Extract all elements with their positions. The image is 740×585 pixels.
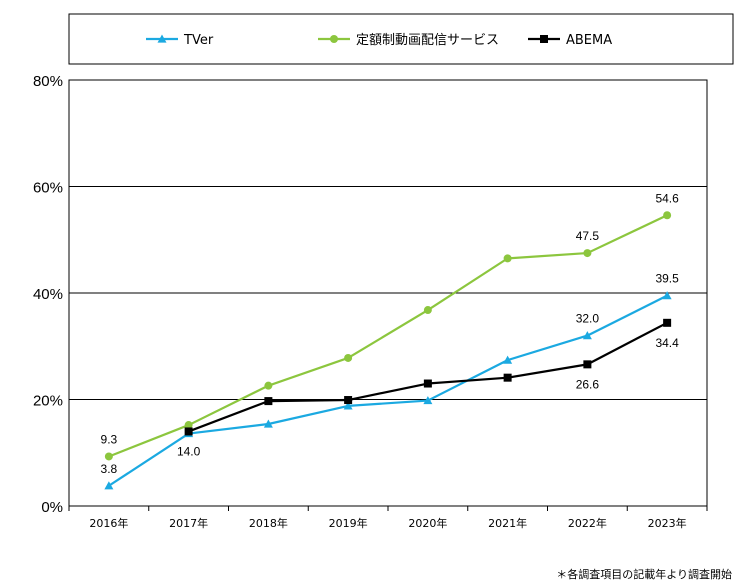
series-line-triangle [108, 294, 668, 487]
data-point-circle [104, 452, 113, 461]
y-tick-label: 20% [33, 393, 63, 410]
data-point-circle [264, 381, 273, 390]
data-point-triangle [343, 401, 353, 410]
legend-marker-triangle [157, 34, 167, 43]
data-point-triangle [503, 355, 513, 364]
data-label: 32.0 [576, 312, 600, 326]
legend-box [68, 13, 734, 65]
data-label: 14.0 [177, 444, 201, 458]
y-axis: 0% 20% 40% 60% 80% [33, 73, 63, 516]
legend-marker-square [540, 35, 548, 43]
x-tick-label: 2023年 [648, 516, 687, 530]
y-tick-label: 40% [33, 286, 63, 303]
x-tick-label: 2017年 [169, 516, 208, 530]
data-label: 54.6 [655, 191, 679, 205]
legend-marker-circle [330, 35, 338, 43]
data-label: 34.4 [655, 336, 679, 350]
data-label: 9.3 [101, 432, 118, 446]
x-tick-label: 2018年 [249, 516, 288, 530]
data-point-square [344, 396, 353, 405]
x-tick-label: 2022年 [568, 516, 607, 530]
data-label: 39.5 [655, 272, 679, 286]
data-point-triangle [263, 419, 273, 428]
data-point-square [663, 318, 672, 327]
data-point-square [583, 360, 592, 369]
y-tick-label: 60% [33, 180, 63, 197]
data-labels: 3.8 32.0 39.5 9.3 47.5 54.6 14.0 26.6 34.4 [101, 191, 680, 476]
data-point-square [264, 397, 273, 406]
data-point-triangle [423, 396, 433, 405]
grid [69, 186, 707, 400]
data-point-triangle [582, 331, 592, 340]
legend: TVer 定額制動画配信サービス ABEMA [146, 33, 612, 48]
x-tick-label: 2021年 [488, 516, 527, 530]
series-line-circle [108, 214, 668, 458]
legend-label: ABEMA [566, 33, 612, 48]
data-point-square [503, 373, 512, 382]
y-tick-label: 0% [41, 499, 63, 516]
footnote: ＊各調査項目の記載年より調査開始 [556, 568, 732, 581]
data-label: 26.6 [576, 377, 600, 391]
data-point-circle [663, 211, 672, 220]
y-tick-label: 80% [33, 73, 63, 90]
x-tick-label: 2019年 [329, 516, 368, 530]
series-layer [104, 211, 672, 490]
data-point-triangle [662, 291, 672, 300]
data-point-circle [583, 249, 592, 258]
data-point-square [423, 379, 432, 388]
x-tick-label: 2020年 [408, 516, 447, 530]
legend-label: 定額制動画配信サービス [356, 33, 499, 48]
legend-label: TVer [183, 33, 214, 48]
x-axis: 2016年 2017年 2018年 2019年 2020年 2021年 2022年 2023年 [68, 506, 708, 530]
data-point-square [184, 427, 193, 436]
data-point-circle [423, 306, 432, 315]
data-label: 47.5 [576, 229, 600, 243]
data-point-triangle [104, 481, 114, 490]
data-point-circle [503, 254, 512, 263]
data-point-circle [344, 353, 353, 362]
x-tick-label: 2016年 [89, 516, 128, 530]
data-label: 3.8 [101, 462, 118, 476]
data-point-circle [184, 421, 193, 430]
